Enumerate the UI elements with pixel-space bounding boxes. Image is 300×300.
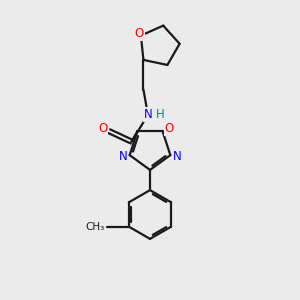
Text: O: O (164, 122, 174, 135)
Text: N: N (119, 150, 128, 163)
Text: N: N (143, 108, 152, 122)
Text: O: O (98, 122, 107, 135)
Text: CH₃: CH₃ (86, 222, 105, 232)
Text: O: O (135, 27, 144, 40)
Text: H: H (156, 108, 165, 121)
Text: N: N (172, 150, 181, 163)
